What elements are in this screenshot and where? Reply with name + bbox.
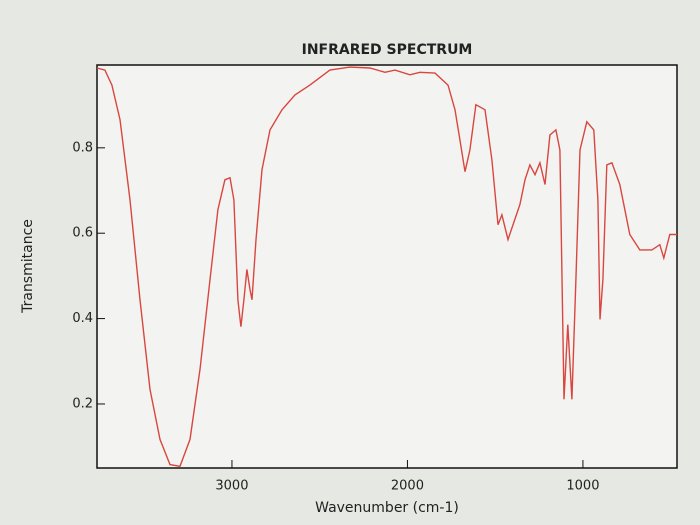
plot-area: [96, 64, 678, 469]
chart-title: INFRARED SPECTRUM: [302, 42, 473, 58]
x-axis-label: Wavenumber (cm-1): [315, 500, 459, 516]
y-axis-label: Transmitance: [20, 219, 36, 314]
x-tick-label: 1000: [566, 479, 599, 494]
y-tick-label: 0.6: [72, 226, 93, 241]
y-tick-label: 0.8: [72, 140, 93, 155]
y-tick-label: 0.4: [72, 311, 93, 326]
x-tick-label: 3000: [215, 479, 248, 494]
x-tick-label: 2000: [391, 479, 424, 494]
spectrum-line: [96, 66, 677, 468]
y-tick-label: 0.2: [72, 396, 93, 411]
